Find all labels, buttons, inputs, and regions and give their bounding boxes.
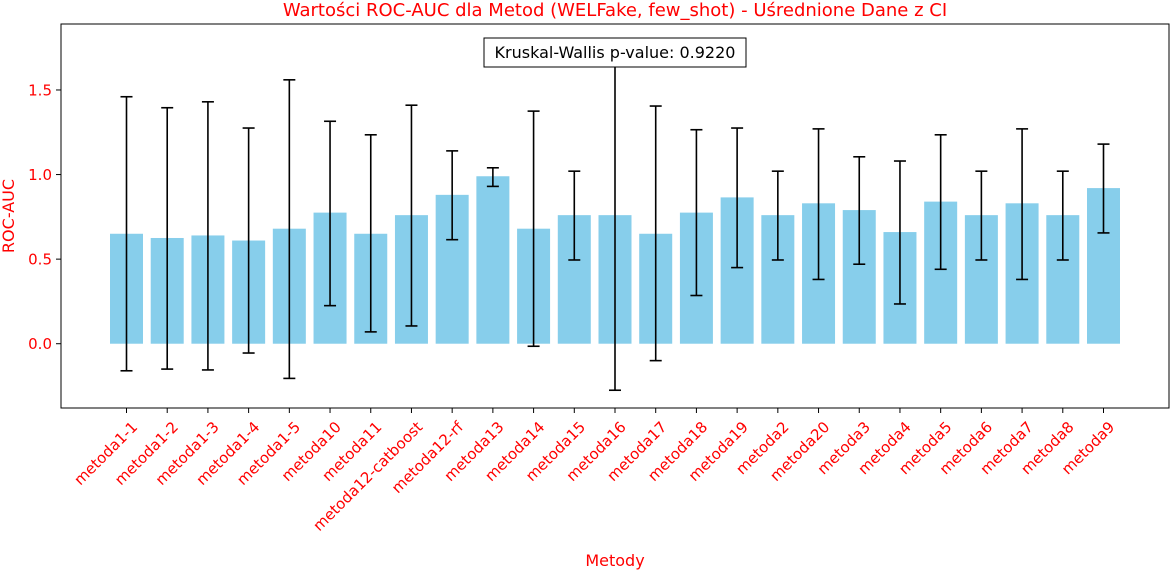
error-bar-metoda11 [364, 134, 377, 333]
error-bar-metoda12-rf [446, 150, 459, 241]
error-bar-metoda2 [771, 170, 784, 261]
y-tick-label: 0.0 [28, 335, 52, 353]
error-bar-metoda8 [1056, 170, 1069, 261]
error-bar-metoda13 [486, 166, 499, 188]
y-axis: 0.0 0.5 1.0 1.5 [28, 81, 61, 353]
y-tick-label: 0.5 [28, 251, 52, 269]
error-bar-metoda1-5 [283, 79, 296, 380]
error-bar-metoda1-2 [161, 106, 174, 370]
error-bar-metoda6 [975, 170, 988, 261]
x-axis: metoda1-1metoda1-2metoda1-3metoda1-4meto… [70, 408, 1118, 535]
error-bar-metoda10 [324, 120, 337, 307]
bar-metoda13 [476, 176, 510, 344]
error-bar-metoda1-1 [120, 95, 133, 372]
error-bar-metoda1-4 [242, 127, 255, 354]
error-bar-metoda12-catboost [405, 104, 418, 327]
error-bar-metoda19 [731, 127, 744, 269]
error-bar-metoda14 [527, 110, 540, 348]
annotation-frame [483, 37, 747, 68]
error-bar-metoda20 [812, 128, 825, 281]
error-bar-metoda18 [690, 128, 703, 297]
x-axis-label: Metody [585, 551, 644, 570]
chart-title: Wartości ROC-AUC dla Metod (WELFake, few… [283, 0, 947, 21]
error-bar-metoda1-3 [201, 101, 214, 371]
error-bar-metoda5 [934, 134, 947, 271]
error-bars-layer [120, 40, 1110, 392]
y-tick-label: 1.0 [28, 166, 52, 184]
error-bar-metoda4 [893, 160, 906, 305]
y-axis-label: ROC-AUC [0, 179, 18, 253]
error-bar-metoda9 [1097, 143, 1110, 234]
y-tick-label: 1.5 [28, 81, 52, 99]
error-bar-metoda3 [853, 155, 866, 266]
annotation-box: Kruskal-Wallis p-value: 0.9220 [483, 37, 747, 68]
error-bar-metoda7 [1016, 128, 1029, 281]
error-bar-metoda17 [649, 105, 662, 362]
annotation-text: Kruskal-Wallis p-value: 0.9220 [495, 43, 736, 62]
error-bar-metoda15 [568, 170, 581, 261]
